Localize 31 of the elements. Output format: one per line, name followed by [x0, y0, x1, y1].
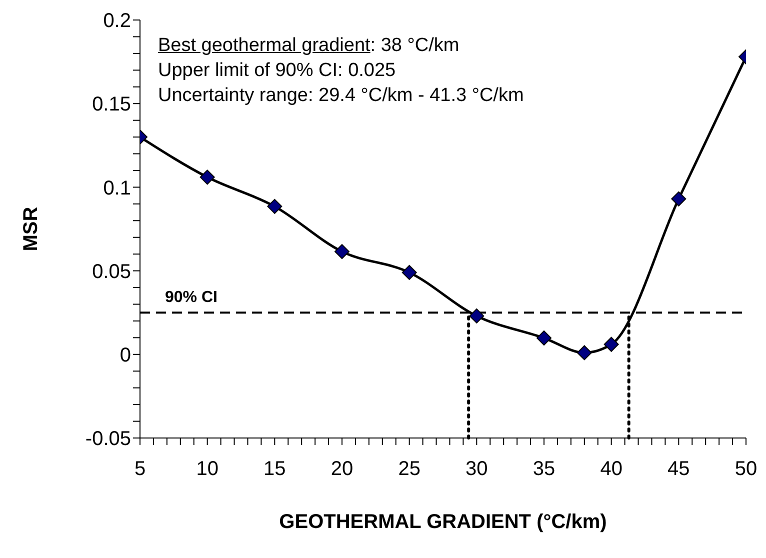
x-tick-label: 25	[398, 458, 420, 480]
x-tick-label: 15	[264, 458, 286, 480]
point	[604, 336, 619, 352]
annotation: Best geothermal gradient: 38 °C/km	[158, 35, 460, 56]
point	[469, 308, 484, 324]
x-tick-label: 30	[466, 458, 488, 480]
y-axis-title: MSR	[20, 206, 42, 252]
y-tick-label: 0.1	[103, 177, 131, 200]
point	[267, 198, 282, 214]
point	[200, 170, 215, 185]
point	[576, 345, 592, 360]
x-tick-label: 50	[734, 458, 758, 480]
annotation: Uncertainty range: 29.4 °C/km - 41.3 °C/km	[158, 84, 524, 108]
ref-line-label: 90% CI	[165, 288, 218, 306]
x-tick-label: 10	[196, 458, 218, 480]
y-tick-label: -0.05	[85, 428, 131, 450]
point	[536, 330, 552, 346]
x-tick-label: 45	[668, 458, 690, 480]
point	[671, 191, 686, 206]
point	[402, 264, 417, 280]
y-tick-label: 0.05	[92, 260, 131, 283]
x-axis-title: GEOTHERMAL GRADIENT (°C/km)	[279, 511, 607, 533]
x-tick-label: 40	[600, 458, 622, 480]
x-tick-label: 5	[134, 458, 146, 480]
y-tick-label: 0.2	[103, 10, 131, 32]
y-tick-label: 0.15	[92, 94, 131, 116]
annotation: Upper limit of 90% CI: 0.025	[158, 59, 397, 83]
x-tick-label: 20	[330, 458, 354, 480]
point	[334, 244, 350, 260]
y-tick-label: 0	[120, 344, 131, 366]
x-tick-label: 35	[532, 458, 556, 480]
